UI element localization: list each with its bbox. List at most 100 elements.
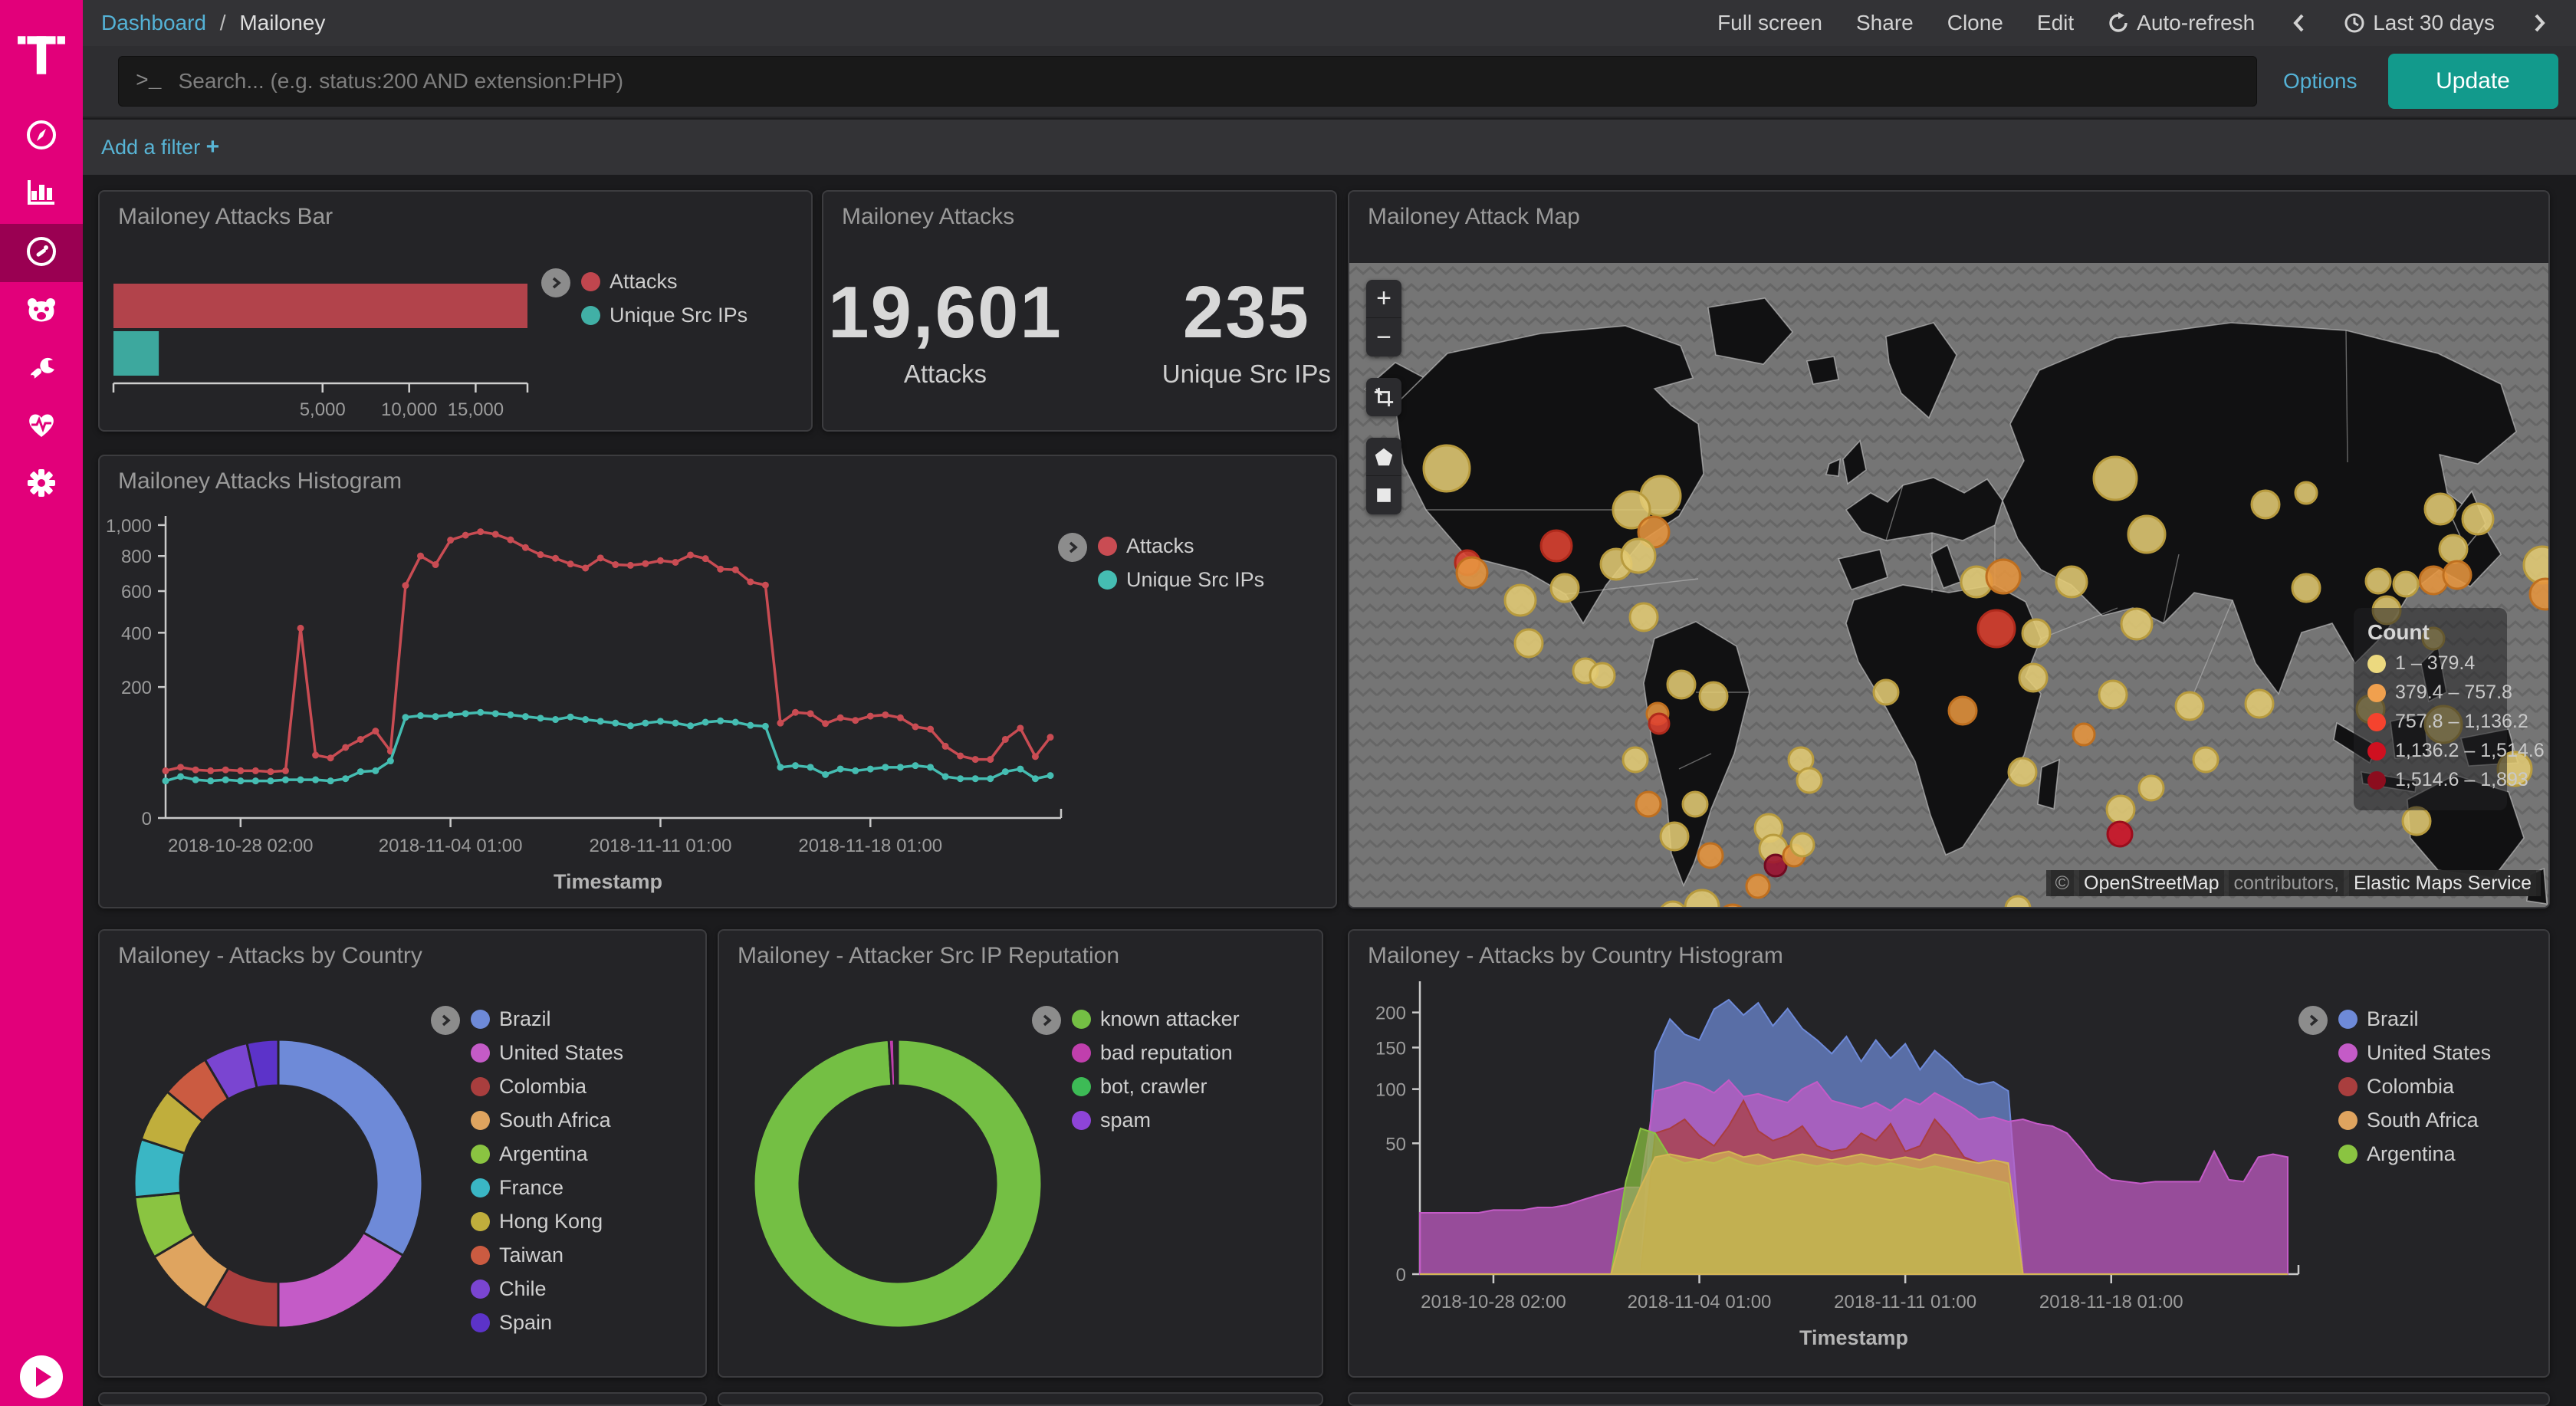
legend-item[interactable]: bot, crawler [1072, 1075, 1240, 1099]
sidebar-item-devtools[interactable] [0, 340, 83, 399]
attacks-by-country-histogram-legend: Brazil United States Colombia South Africa A… [2298, 1006, 2491, 1176]
clone-button[interactable]: Clone [1947, 11, 2003, 34]
legend-color-dot [471, 1313, 490, 1332]
legend-item[interactable]: Colombia [2338, 1075, 2491, 1099]
attacks-bar-legend: Attacks Unique Src IPs [541, 268, 748, 337]
legend-item[interactable]: Spain [471, 1311, 623, 1335]
reputation-donut [725, 1000, 1093, 1364]
svg-text:200: 200 [1375, 1004, 1406, 1024]
map-zoom-in-button[interactable]: + [1366, 280, 1401, 318]
openstreetmap-link[interactable]: OpenStreetMap [2079, 870, 2224, 896]
legend-toggle-chevron[interactable] [431, 1006, 460, 1035]
legend-label: Spain [499, 1311, 553, 1334]
sidebar-item-discover[interactable] [0, 107, 83, 166]
metric-attacks: 19,601 Attacks [828, 271, 1063, 389]
legend-color-dot [2338, 1111, 2358, 1130]
legend-item[interactable]: Taiwan [471, 1243, 623, 1267]
legend-item[interactable]: bad reputation [1072, 1041, 1240, 1065]
panel-title: Mailoney - Attacker Src IP Reputation [738, 943, 1120, 968]
legend-label: United States [2367, 1041, 2492, 1064]
legend-color-dot [471, 1111, 490, 1130]
legend-item[interactable]: France [471, 1176, 623, 1200]
svg-text:2018-11-04 01:00: 2018-11-04 01:00 [1628, 1292, 1772, 1312]
legend-item[interactable]: known attacker [1072, 1007, 1240, 1031]
svg-text:400: 400 [121, 623, 152, 644]
sidebar-item-management[interactable] [0, 455, 83, 514]
clock-icon [2344, 13, 2364, 33]
legend-label: France [499, 1176, 564, 1199]
legend-item[interactable]: United States [2338, 1041, 2491, 1065]
options-link[interactable]: Options [2283, 69, 2358, 93]
edit-button[interactable]: Edit [2036, 11, 2075, 34]
legend-item[interactable]: South Africa [2338, 1109, 2491, 1132]
legend-item[interactable]: Brazil [471, 1007, 623, 1031]
add-filter-link[interactable]: Add a filter + [101, 134, 220, 159]
time-forward-button[interactable] [2528, 12, 2550, 34]
terminal-prompt-icon: >_ [136, 69, 162, 94]
breadcrumb-dashboard-link[interactable]: Dashboard [101, 11, 206, 34]
legend-item[interactable]: Unique Src IPs [1098, 568, 1264, 592]
update-button[interactable]: Update [2387, 54, 2558, 109]
legend-toggle-chevron[interactable] [2298, 1006, 2328, 1035]
map-box-zoom-button[interactable] [1366, 378, 1401, 416]
time-back-button[interactable] [2288, 12, 2310, 34]
sidebar [0, 0, 83, 1406]
panel-title: Mailoney - Attacks by Country [118, 943, 422, 968]
legend-range-label: 1,136.2 – 1,514.6 [2395, 740, 2545, 761]
legend-color-dot [471, 1178, 490, 1197]
sidebar-item-monitoring[interactable] [0, 397, 83, 455]
panel-title: Mailoney Attacks Histogram [118, 468, 402, 494]
world-map[interactable] [1349, 263, 2548, 907]
legend-color-dot [2338, 1010, 2358, 1029]
attacks-by-country-histogram-chart: 0 50 100 150 200 2018-10-28 02:00 2018-11-04 0… [1349, 937, 2548, 1378]
full-screen-button[interactable]: Full screen [1717, 11, 1822, 34]
svg-text:5,000: 5,000 [300, 399, 346, 420]
panel-stub [98, 1392, 707, 1406]
attacks-histogram-chart: 0 200 400 600 800 1,000 2018-10-28 02:00 2018-1… [100, 464, 1336, 908]
legend-color-dot [471, 1280, 490, 1299]
legend-item[interactable]: Hong Kong [471, 1210, 623, 1234]
legend-toggle-chevron[interactable] [1058, 533, 1087, 562]
search-input[interactable] [178, 69, 2239, 94]
sidebar-item-dashboard[interactable] [0, 224, 83, 282]
svg-text:2018-11-11 01:00: 2018-11-11 01:00 [1834, 1292, 1976, 1312]
panel-attacks-by-country: Mailoney - Attacks by Country Brazil Unit… [98, 929, 707, 1378]
legend-item[interactable]: Attacks [581, 270, 748, 294]
lion-icon [25, 294, 58, 330]
legend-item[interactable]: Argentina [2338, 1142, 2491, 1166]
legend-color-dot [2367, 654, 2386, 673]
legend-item[interactable]: Attacks [1098, 534, 1264, 558]
legend-item[interactable]: Chile [471, 1277, 623, 1301]
map-legend-item: 379.4 – 757.8 [2367, 682, 2512, 704]
legend-label: Unique Src IPs [1126, 568, 1265, 591]
legend-item[interactable]: Brazil [2338, 1007, 2491, 1031]
plus-icon: + [205, 134, 220, 159]
legend-item[interactable]: Argentina [471, 1142, 623, 1166]
map-draw-rectangle-button[interactable] [1366, 476, 1401, 514]
sidebar-item-timelion[interactable] [0, 282, 83, 340]
legend-item[interactable]: United States [471, 1041, 623, 1065]
attacks-histogram-legend: Attacks Unique Src IPs [1058, 533, 1264, 602]
legend-item[interactable]: Unique Src IPs [581, 304, 748, 327]
legend-item[interactable]: spam [1072, 1109, 1240, 1132]
map-attribution: © OpenStreetMap contributors, Elastic Ma… [2045, 870, 2541, 896]
auto-refresh-button[interactable]: Auto-refresh [2108, 11, 2255, 35]
share-button[interactable]: Share [1856, 11, 1914, 34]
panel-title: Mailoney Attack Map [1368, 204, 1580, 229]
map-zoom-out-button[interactable]: − [1376, 322, 1392, 352]
legend-toggle-chevron[interactable] [1032, 1006, 1061, 1035]
map-legend-item: 1,514.6 – 1,893 [2367, 769, 2528, 791]
elastic-maps-service-link[interactable]: Elastic Maps Service [2348, 870, 2536, 896]
telekom-logo[interactable] [0, 17, 83, 94]
legend-item[interactable]: South Africa [471, 1109, 623, 1132]
map-draw-polygon-button[interactable] [1366, 438, 1401, 476]
svg-text:Timestamp: Timestamp [1799, 1326, 1908, 1349]
sidebar-item-visualize[interactable] [0, 164, 83, 222]
svg-text:2018-11-18 01:00: 2018-11-18 01:00 [798, 836, 942, 856]
time-range-picker[interactable]: Last 30 days [2344, 11, 2495, 35]
sidebar-collapse-button[interactable] [20, 1355, 63, 1398]
panel-title: Mailoney Attacks [842, 204, 1015, 229]
legend-item[interactable]: Colombia [471, 1075, 623, 1099]
legend-toggle-chevron[interactable] [541, 268, 570, 297]
